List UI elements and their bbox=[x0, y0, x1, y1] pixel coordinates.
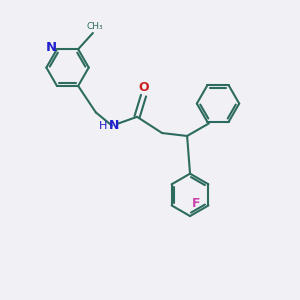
Text: H: H bbox=[98, 121, 107, 131]
Text: O: O bbox=[138, 81, 149, 94]
Text: N: N bbox=[46, 41, 57, 54]
Text: N: N bbox=[109, 119, 120, 132]
Text: F: F bbox=[192, 197, 200, 211]
Text: CH₃: CH₃ bbox=[86, 22, 103, 31]
